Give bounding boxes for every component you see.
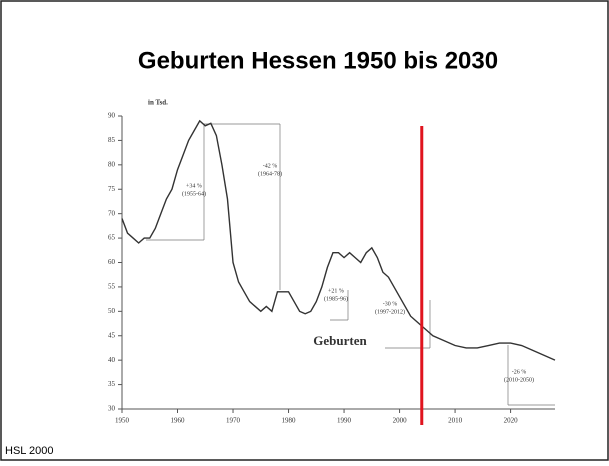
annotation: +21 % (328, 288, 344, 294)
annotation: (1964-78) (258, 170, 282, 177)
y-tick-label: 30 (108, 405, 116, 413)
x-tick-label: 2000 (393, 417, 408, 425)
chart-title: Geburten Hessen 1950 bis 2030 (138, 47, 498, 74)
annotation: +34 % (186, 183, 202, 189)
x-tick-label: 1980 (282, 417, 297, 425)
annotation: (1985-96) (324, 295, 348, 302)
annotation: (1997-2012) (375, 308, 405, 315)
y-tick-label: 90 (108, 112, 116, 120)
y-tick-label: 35 (108, 380, 116, 388)
x-tick-label: 2010 (448, 417, 463, 425)
y-tick-label: 40 (108, 356, 116, 364)
y-tick-label: 55 (108, 283, 116, 291)
y-tick-label: 70 (108, 209, 116, 217)
footer: HSL 2000 (5, 445, 54, 457)
y-tick-label: 75 (108, 185, 116, 193)
y-tick-label: 80 (108, 160, 116, 168)
annotation: (1955-64) (182, 190, 206, 197)
x-tick-label: 1950 (115, 417, 130, 425)
x-tick-label: 1970 (226, 417, 241, 425)
annotation: -26 % (512, 369, 527, 375)
annotation: (2010-2050) (504, 376, 534, 383)
annotation: -30 % (383, 301, 398, 307)
y-tick-label: 50 (108, 307, 116, 315)
y-axis-label: in Tsd. (148, 99, 168, 107)
x-tick-label: 1960 (171, 417, 186, 425)
y-tick-label: 65 (108, 234, 116, 242)
data-line (121, 119, 556, 361)
series-label: Geburten (313, 333, 367, 348)
x-tick-label: 2020 (504, 417, 519, 425)
y-tick-label: 85 (108, 136, 116, 144)
y-tick-label: 45 (108, 331, 116, 339)
x-tick-label: 1990 (337, 417, 352, 425)
annotation: -42 % (263, 163, 278, 169)
y-tick-label: 60 (108, 258, 116, 266)
